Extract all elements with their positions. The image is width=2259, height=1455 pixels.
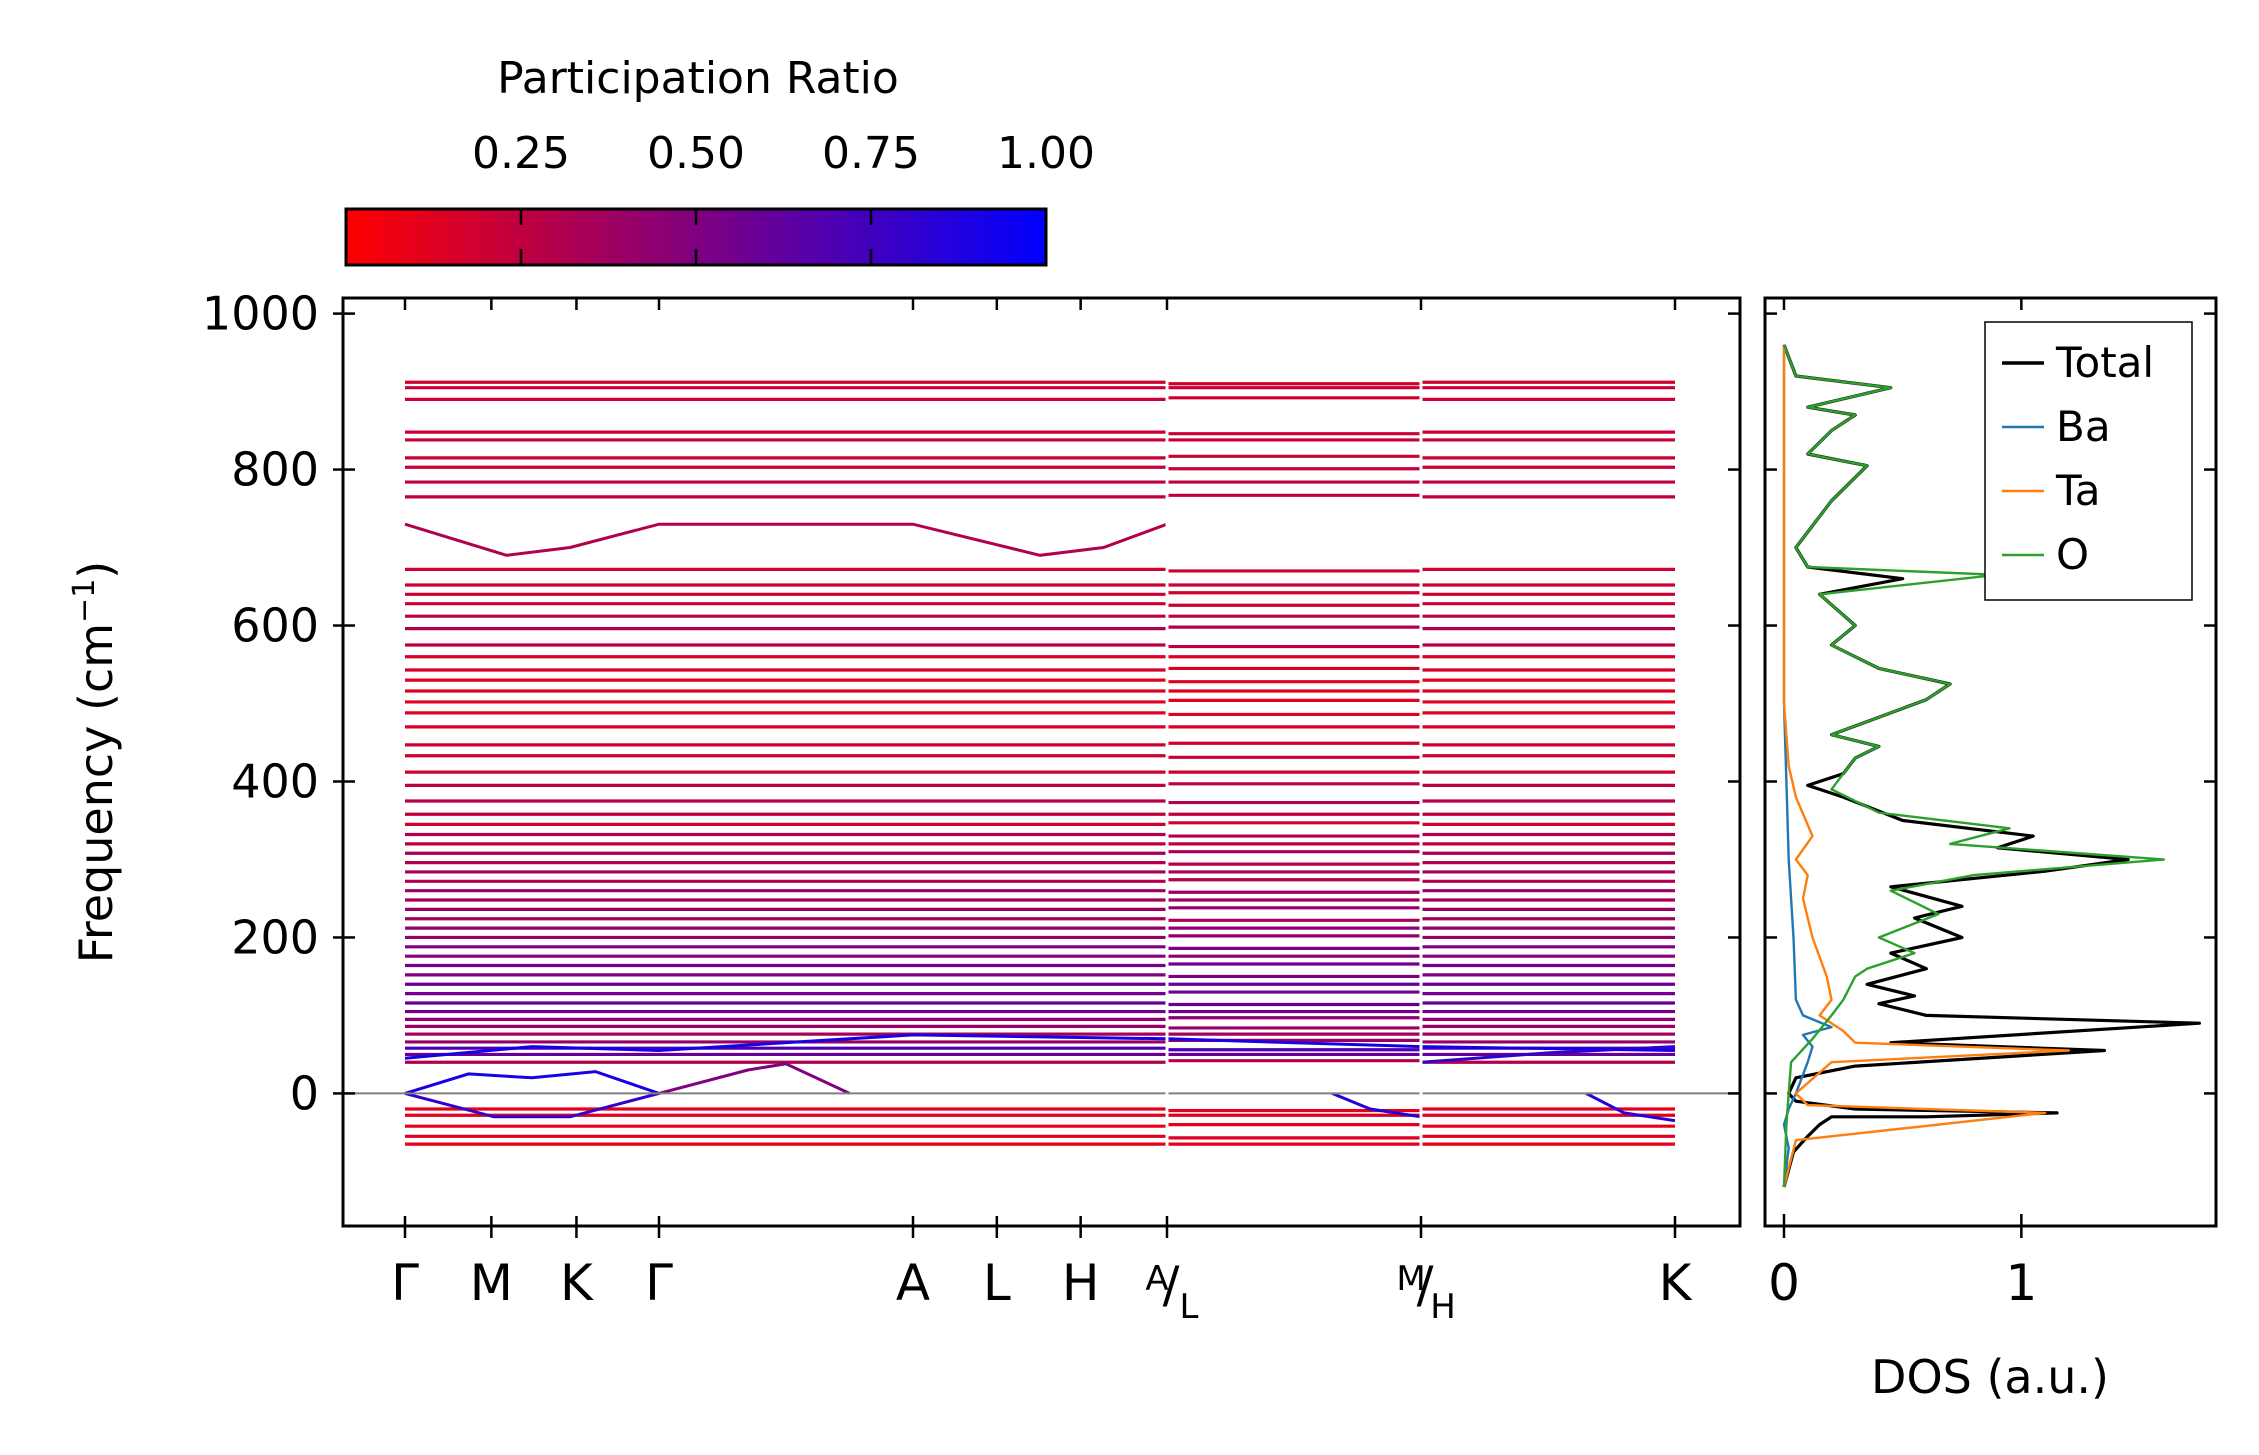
legend-label-ba: Ba — [2056, 402, 2111, 451]
k-point-label-sup: M — [1396, 1259, 1425, 1299]
legend-label-o: O — [2056, 530, 2089, 579]
k-point-slash: / — [1417, 1256, 1434, 1314]
y-tick-label: 800 — [231, 443, 319, 497]
y-axis-label-superscript: −1 — [67, 579, 102, 623]
k-point-label: L — [983, 1254, 1011, 1312]
dispersive-band — [1331, 1092, 1422, 1119]
k-point-label-sub: H — [1430, 1287, 1456, 1327]
k-point-label: K — [1659, 1254, 1693, 1312]
band-x-ticks: Γ M K Γ A L H A/LM/H K — [391, 298, 1693, 1327]
legend-box — [1984, 321, 2193, 601]
y-axis-label-text: Frequency (cm — [69, 623, 123, 963]
colorbar-tick-label: 1.00 — [997, 128, 1095, 179]
k-point-label: H — [1062, 1254, 1100, 1312]
dispersive-band — [404, 522, 1168, 557]
dos-x-tick-label: 1 — [2005, 1254, 2037, 1312]
dispersive-band — [658, 1062, 851, 1095]
k-point-label: M — [470, 1254, 513, 1312]
y-tick-label: 400 — [231, 754, 319, 808]
k-point-slash: / — [1163, 1256, 1180, 1314]
legend: Total Ba Ta O — [1984, 321, 2193, 601]
dos-series-ta — [1782, 344, 2070, 1188]
colorbar-label: Participation Ratio — [497, 53, 899, 104]
dispersive-band — [1585, 1092, 1676, 1123]
dos-x-axis-label: DOS (a.u.) — [1871, 1350, 2109, 1404]
k-point-label: A — [896, 1254, 930, 1312]
dos-plot-frame — [1763, 296, 2218, 1228]
band-plot-frame — [341, 296, 1742, 1228]
legend-entries: Total Ba Ta O — [2002, 338, 2154, 579]
legend-label-total: Total — [2055, 338, 2154, 387]
k-point-label: Γ — [391, 1254, 419, 1312]
colorbar-tick-labels: 0.25 0.50 0.75 1.00 — [472, 128, 1095, 179]
colorbar-ticks — [519, 209, 873, 265]
dispersive-band — [404, 1091, 660, 1119]
band-y-ticks: 0 200 400 600 800 1000 — [202, 287, 1740, 1120]
y-axis-label-close: ) — [69, 561, 123, 579]
dos-x-tick-label: 0 — [1768, 1254, 1800, 1312]
dos-series-o — [1782, 344, 2165, 1188]
y-tick-label: 600 — [231, 599, 319, 653]
y-tick-label: 200 — [231, 910, 319, 964]
band-structure-panel — [404, 380, 1676, 1146]
y-tick-label: 0 — [290, 1066, 319, 1120]
dos-panel — [1782, 344, 2201, 1188]
colorbar-tick-label: 0.75 — [822, 128, 920, 179]
colorbar-tick-label: 0.25 — [472, 128, 570, 179]
k-point-label: Γ — [645, 1254, 673, 1312]
k-point-label-sub: L — [1180, 1287, 1199, 1327]
dispersive-band — [404, 1070, 660, 1095]
k-point-label-sup: A — [1145, 1259, 1168, 1299]
y-tick-label: 1000 — [202, 287, 319, 341]
legend-label-ta: Ta — [2055, 466, 2100, 515]
y-axis-label: Frequency (cm−1) — [67, 561, 123, 964]
k-point-label: K — [560, 1254, 594, 1312]
kpath-segment-lines — [1165, 299, 1423, 1225]
colorbar-tick-label: 0.50 — [647, 128, 745, 179]
